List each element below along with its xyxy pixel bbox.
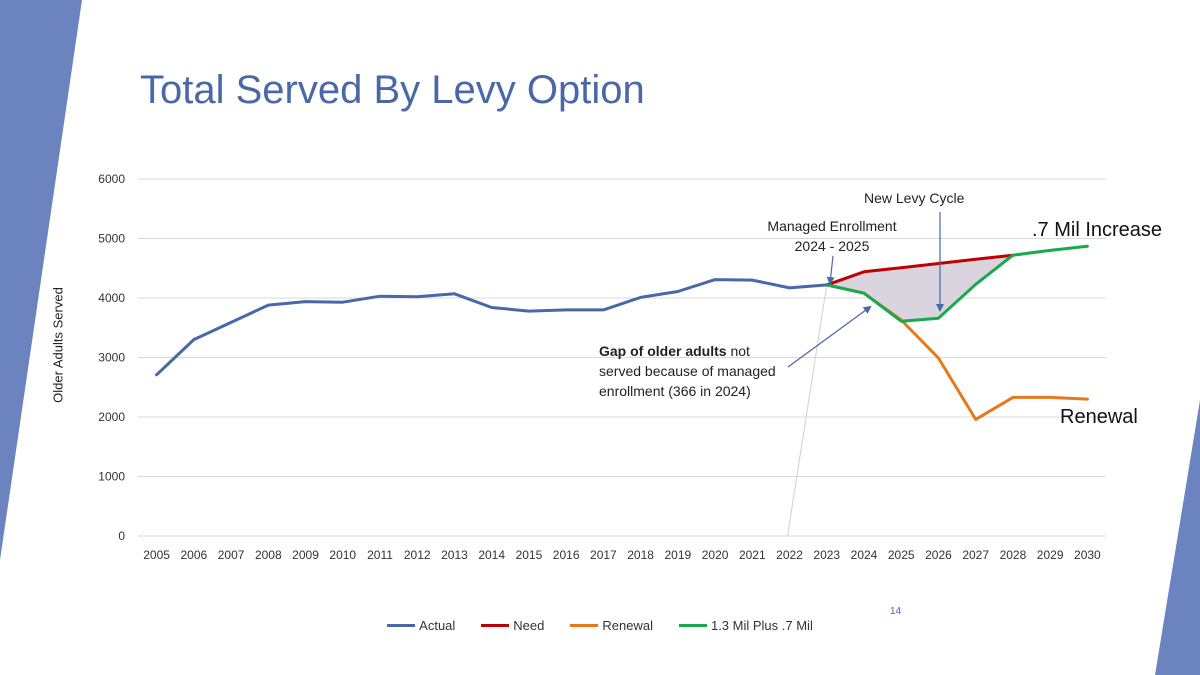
y-tick-label: 6000 (98, 172, 125, 186)
gap-note-line1: Gap of older adults not (599, 341, 829, 361)
legend-item: Need (481, 618, 544, 633)
series-line-renewal (825, 283, 1089, 421)
x-tick-label: 2011 (367, 548, 393, 562)
managed-enrollment-arrow (826, 255, 835, 285)
chart-legend: Actual Need Renewal 1.3 Mil Plus .7 Mil (0, 618, 1200, 633)
x-tick-label: 2023 (813, 548, 840, 562)
managed-enrollment-line2: 2024 - 2025 (794, 238, 870, 254)
x-tick-label: 2010 (329, 548, 356, 562)
x-tick-label: 2013 (441, 548, 468, 562)
page-number: 14 (890, 606, 902, 617)
gridlines (138, 178, 1106, 537)
new-levy-cycle-note: New Levy Cycle (864, 190, 965, 206)
gap-note-rest1: not (726, 343, 750, 359)
right-accent-shape (1155, 400, 1200, 675)
series-line-actual (155, 278, 829, 377)
series-line-need (825, 253, 1015, 287)
legend-swatch (570, 624, 599, 627)
data-series (155, 244, 1089, 421)
x-tick-label: 2024 (851, 548, 878, 562)
y-tick-labels: 0 1000 2000 3000 4000 5000 6000 (98, 172, 125, 543)
x-tick-label: 2014 (478, 548, 505, 562)
y-tick-label: 1000 (98, 470, 125, 484)
x-tick-label: 2016 (553, 548, 580, 562)
y-tick-label: 3000 (98, 351, 125, 365)
legend-item: 1.3 Mil Plus .7 Mil (678, 618, 813, 633)
managed-enrollment-note: Managed Enrollment 2024 - 2025 (752, 216, 912, 256)
x-tick-label: 2017 (590, 548, 617, 562)
managed-enrollment-guide-line (787, 284, 828, 537)
annotation-arrows (787, 212, 944, 368)
legend-swatch (481, 624, 510, 627)
x-tick-label: 2025 (888, 548, 915, 562)
x-tick-label: 2026 (925, 548, 952, 562)
managed-enrollment-line1: Managed Enrollment (767, 218, 897, 234)
renewal-label: Renewal (1060, 406, 1138, 428)
x-tick-label: 2006 (180, 548, 207, 562)
gap-note-line2: served because of managed (599, 363, 776, 379)
legend-label: Need (513, 618, 545, 633)
left-accent-shape (0, 0, 82, 560)
y-tick-label: 0 (118, 529, 125, 543)
legend-label: Renewal (602, 618, 653, 633)
gap-note: Gap of older adults not served because o… (599, 341, 829, 401)
legend-label: Actual (419, 618, 456, 633)
gap-note-bold: Gap of older adults (599, 343, 727, 359)
legend-label: 1.3 Mil Plus .7 Mil (710, 618, 813, 633)
series-line-1-3-mil-plus-7-mil (825, 244, 1089, 323)
y-tick-label: 4000 (98, 291, 125, 305)
y-tick-label: 5000 (98, 232, 125, 246)
legend-item: Renewal (570, 618, 653, 633)
legend-swatch (387, 624, 416, 627)
x-tick-label: 2028 (1000, 548, 1027, 562)
x-tick-label: 2020 (702, 548, 729, 562)
x-tick-label: 2018 (627, 548, 654, 562)
legend-swatch (678, 624, 707, 627)
x-tick-label: 2007 (218, 548, 245, 562)
x-tick-label: 2015 (516, 548, 543, 562)
x-tick-label: 2029 (1037, 548, 1064, 562)
x-tick-label: 2030 (1074, 548, 1101, 562)
x-tick-label: 2027 (962, 548, 989, 562)
gap-arrow (787, 305, 872, 368)
x-tick-label: 2008 (255, 548, 282, 562)
x-tick-label: 2009 (292, 548, 319, 562)
x-tick-label: 2021 (739, 548, 766, 562)
gap-note-line3: enrollment (366 in 2024) (599, 383, 751, 399)
x-tick-label: 2019 (664, 548, 691, 562)
x-tick-label: 2005 (143, 548, 170, 562)
slide-title: Total Served By Levy Option (140, 68, 645, 112)
x-tick-label: 2012 (404, 548, 431, 562)
y-tick-label: 2000 (98, 410, 125, 424)
increase-label: .7 Mil Increase (1032, 219, 1163, 241)
x-tick-labels: 2005 2006 2007 2008 2009 2010 2011 2012 2013 2014… (143, 548, 1101, 562)
legend-item: Actual (387, 618, 455, 633)
x-tick-label: 2022 (776, 548, 803, 562)
